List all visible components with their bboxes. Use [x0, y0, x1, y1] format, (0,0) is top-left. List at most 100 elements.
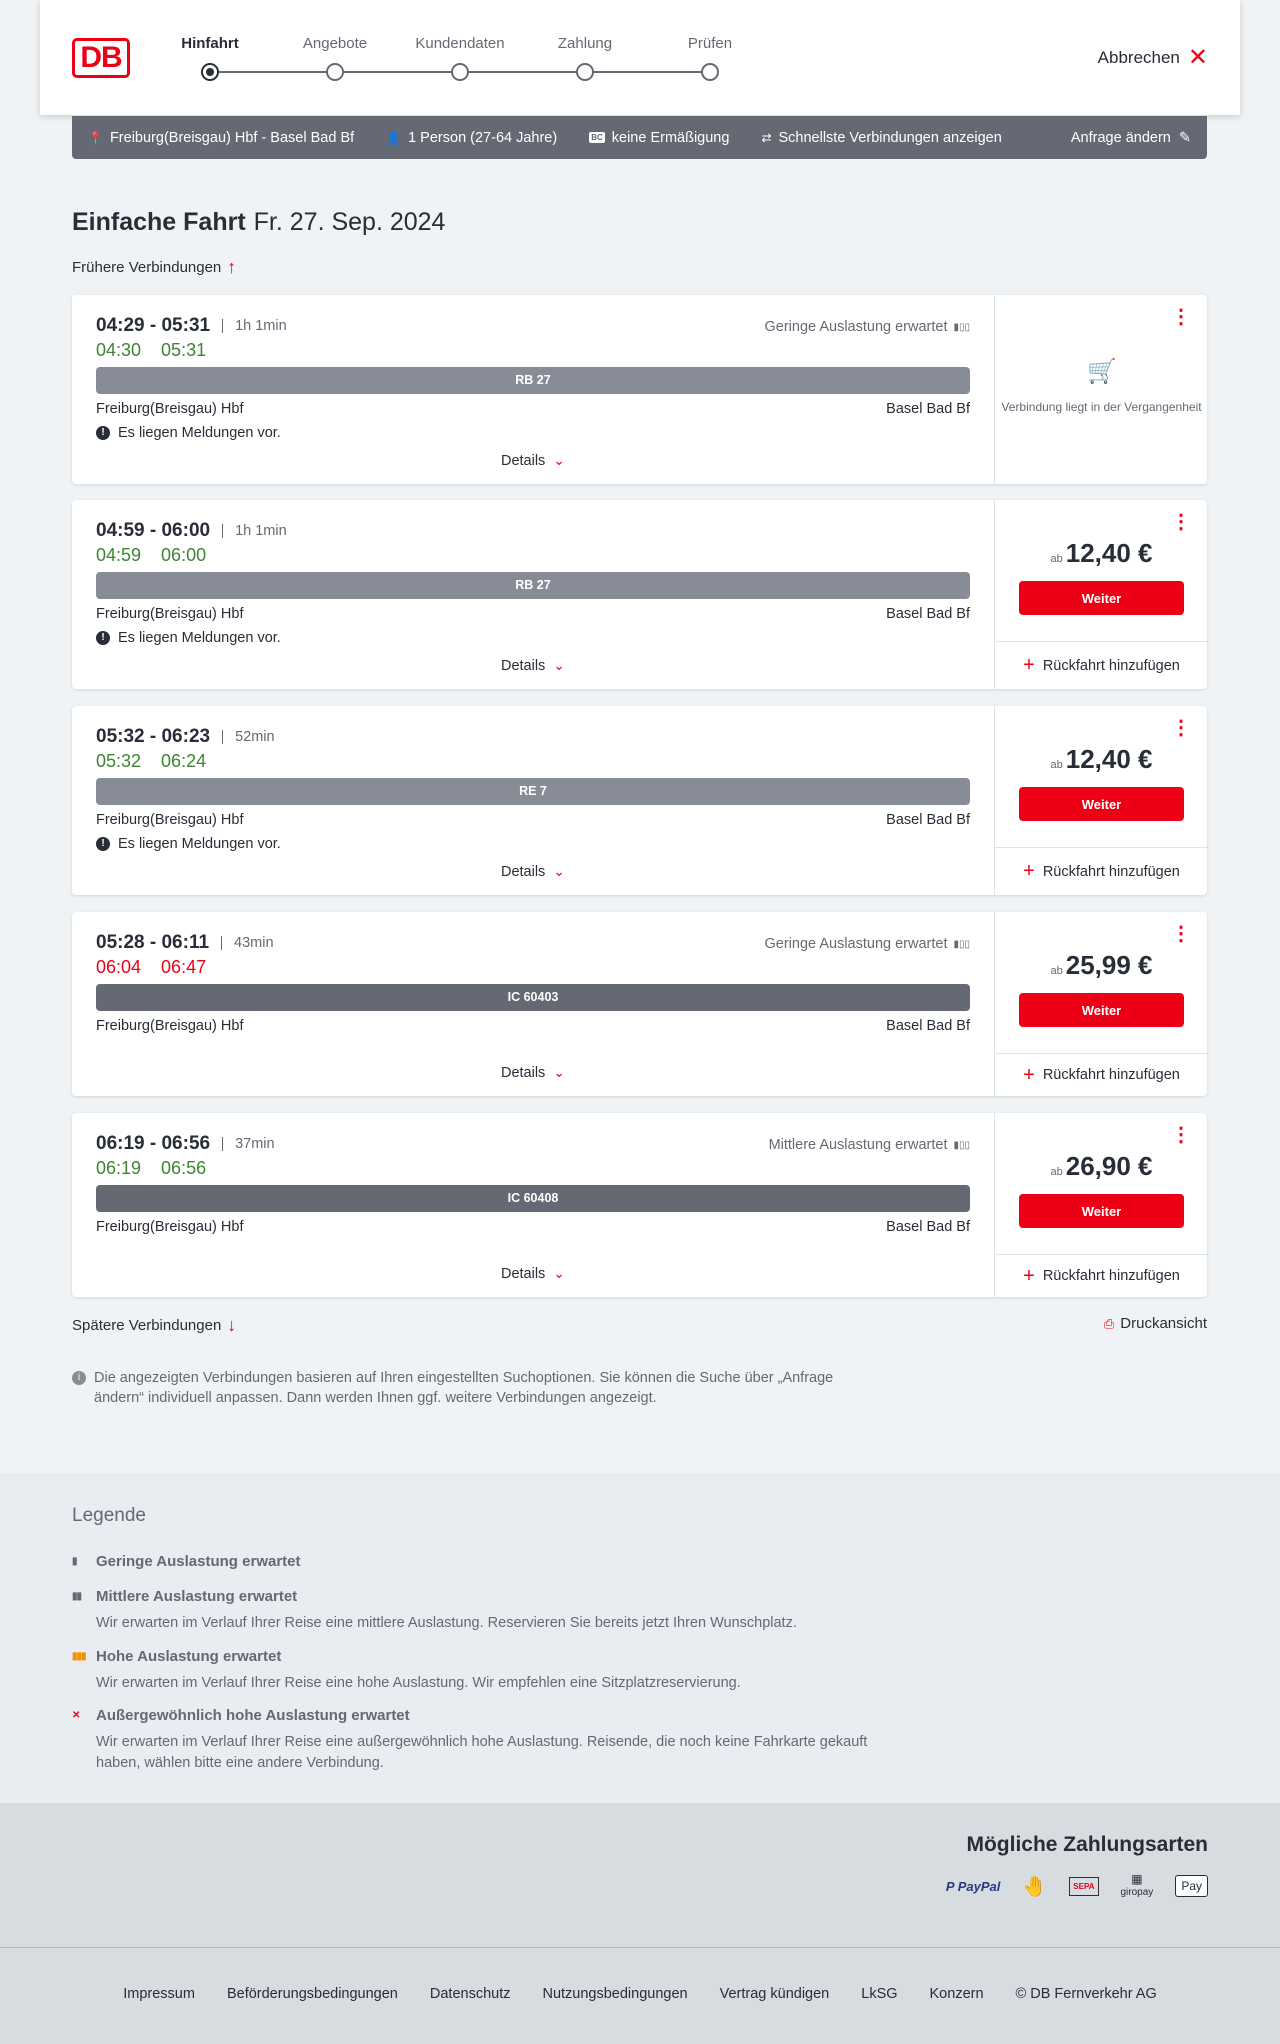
details-toggle[interactable]: Details ⌄	[72, 1265, 994, 1282]
planned-times: 05:28 - 06:11 43min	[96, 932, 274, 954]
legend-item-text: Wir erwarten im Verlauf Ihrer Reise eine…	[96, 1675, 741, 1691]
step-1: Angebote	[302, 35, 368, 52]
train-bar[interactable]: RB 27	[96, 572, 970, 599]
more-options-icon[interactable]: ⋮	[1171, 511, 1191, 533]
cancel-button[interactable]: Abbrechen ✕	[1098, 44, 1208, 71]
later-connections-link[interactable]: Spätere Verbindungen ↓	[72, 1315, 236, 1336]
train-bar[interactable]: RB 27	[96, 367, 970, 394]
realtime-departure: 04:59	[96, 545, 142, 565]
realtime-times: 06:19 06:56	[96, 1158, 206, 1179]
print-view-link[interactable]: ⎙ Druckansicht	[1104, 1315, 1207, 1332]
details-toggle[interactable]: Details ⌄	[72, 452, 994, 469]
page-title: Einfache Fahrt Fr. 27. Sep. 2024	[72, 208, 445, 237]
continue-button[interactable]: Weiter	[1019, 581, 1184, 615]
footer-link[interactable]: Beförderungsbedingungen	[226, 1986, 398, 2002]
times-label: 06:19 - 06:56	[96, 1133, 211, 1154]
message-notice: ! Es liegen Meldungen vor.	[96, 425, 281, 441]
planned-times: 06:19 - 06:56 37min	[96, 1133, 275, 1155]
train-bar[interactable]: IC 60408	[96, 1185, 970, 1212]
db-logo[interactable]: DB	[72, 38, 130, 78]
footer-link[interactable]: Konzern	[929, 1986, 984, 2002]
connection-card: 06:19 - 06:56 37min 06:19 06:56 Mittlere A…	[72, 1113, 1208, 1297]
origin-station: Freiburg(Breisgau) Hbf	[96, 1219, 244, 1235]
realtime-times: 06:04 06:47	[96, 957, 206, 978]
occupancy-icon: ▮▯▯	[953, 1139, 970, 1151]
step-3: Zahlung	[557, 35, 613, 52]
footer-link[interactable]: Vertrag kündigen	[719, 1986, 830, 2002]
route: Freiburg(Breisgau) Hbf - Basel Bad Bf	[109, 129, 355, 146]
earlier-connections-link[interactable]: Frühere Verbindungen ↑	[72, 257, 236, 278]
plus-icon: +	[1023, 1063, 1035, 1086]
times-label: 05:28 - 06:11	[96, 932, 210, 953]
price-value: 12,40 €	[1065, 538, 1153, 568]
message-text: Es liegen Meldungen vor.	[118, 630, 281, 646]
past-connection-note: Verbindung liegt in der Vergangenheit	[1001, 400, 1202, 414]
origin-station: Freiburg(Breisgau) Hbf	[96, 1018, 244, 1034]
add-return-button[interactable]: + Rückfahrt hinzufügen	[995, 1053, 1208, 1096]
discount: keine Ermäßigung	[611, 129, 730, 146]
step-0: Hinfahrt	[181, 35, 239, 52]
price: ab 25,99 €	[995, 950, 1208, 981]
footer-link[interactable]: © DB Fernverkehr AG	[1015, 1986, 1157, 2002]
add-return-button[interactable]: + Rückfahrt hinzufügen	[995, 1254, 1208, 1297]
fastest-option: Schnellste Verbindungen anzeigen	[778, 129, 1002, 146]
origin-station: Freiburg(Breisgau) Hbf	[96, 606, 244, 622]
info-text: Die angezeigten Verbindungen basieren au…	[94, 1370, 834, 1406]
footer-link[interactable]: Nutzungsbedingungen	[542, 1986, 688, 2002]
times-label: 04:29 - 05:31	[96, 315, 211, 336]
realtime-times: 04:59 06:00	[96, 545, 206, 566]
legend-item-title: Hohe Auslastung erwartet	[96, 1648, 282, 1665]
realtime-arrival: 06:24	[161, 751, 207, 771]
bahncard-icon: BC	[589, 132, 605, 143]
header: DB Hinfahrt Angebote Kundendaten Zahlung Prü…	[40, 0, 1240, 115]
legend-item: ✕ Außergewöhnlich hohe Auslastung erwarte…	[72, 1707, 872, 1774]
continue-button[interactable]: Weiter	[1019, 787, 1184, 821]
close-icon: ✕	[1187, 44, 1208, 71]
info-icon: i	[72, 1371, 86, 1385]
details-toggle[interactable]: Details ⌄	[72, 863, 994, 880]
more-options-icon[interactable]: ⋮	[1171, 306, 1191, 328]
details-toggle[interactable]: Details ⌄	[72, 657, 994, 674]
realtime-times: 04:30 05:31	[96, 340, 206, 361]
details-label: Details	[500, 657, 546, 674]
trip-date: Fr. 27. Sep. 2024	[253, 208, 446, 236]
destination-station: Basel Bad Bf	[886, 1219, 970, 1235]
add-return-button[interactable]: + Rückfahrt hinzufügen	[995, 847, 1208, 895]
occupancy-level-icon: ▮▮▮	[72, 1651, 87, 1662]
continue-button[interactable]: Weiter	[1019, 1194, 1184, 1228]
add-return-button[interactable]: + Rückfahrt hinzufügen	[995, 641, 1208, 689]
realtime-arrival: 06:47	[161, 957, 207, 977]
paypal-icon: P PayPal	[945, 1878, 1001, 1894]
step-2: Kundendaten	[415, 35, 505, 52]
planned-times: 04:29 - 05:31 1h 1min	[96, 315, 287, 337]
train-bar[interactable]: RE 7	[96, 778, 970, 805]
footer: Impressum Beförderungsbedingungen Datensch…	[0, 1947, 1280, 2044]
offer-panel: ⋮ ab 25,99 € Weiter + Rückfahrt hinzufügen	[994, 912, 1208, 1096]
persons: 1 Person (27-64 Jahre)	[408, 129, 558, 146]
times-label: 04:59 - 06:00	[96, 520, 211, 541]
offer-panel: ⋮ 🛒 Verbindung liegt in der Vergangenheit	[994, 295, 1207, 484]
edit-search-button[interactable]: Anfrage ändern ✎	[1071, 130, 1191, 146]
more-options-icon[interactable]: ⋮	[1171, 717, 1191, 739]
details-label: Details	[500, 1064, 546, 1081]
more-options-icon[interactable]: ⋮	[1171, 923, 1191, 945]
more-options-icon[interactable]: ⋮	[1171, 1124, 1191, 1146]
plus-icon: +	[1023, 654, 1035, 676]
continue-button[interactable]: Weiter	[1019, 993, 1184, 1027]
person-icon: 👤	[386, 130, 402, 145]
footer-link[interactable]: LkSG	[861, 1986, 898, 2002]
connection-card: 04:59 - 06:00 1h 1min 04:59 06:00 RB 27 Fr…	[72, 500, 1208, 689]
realtime-times: 05:32 06:24	[96, 751, 206, 772]
footer-link[interactable]: Impressum	[123, 1986, 195, 2002]
legend-item: ▮ Geringe Auslastung erwartet	[72, 1553, 872, 1570]
step-4: Prüfen	[687, 35, 733, 52]
train-bar[interactable]: IC 60403	[96, 984, 970, 1011]
offer-panel: ⋮ ab 12,40 € Weiter + Rückfahrt hinzufügen	[994, 500, 1208, 689]
return-label: Rückfahrt hinzufügen	[1042, 1067, 1180, 1083]
connection-card: 05:28 - 06:11 43min 06:04 06:47 Geringe Au…	[72, 912, 1208, 1096]
footer-link[interactable]: Datenschutz	[429, 1986, 511, 2002]
details-toggle[interactable]: Details ⌄	[72, 1064, 994, 1081]
occupancy-info: Mittlere Auslastung erwartet ▮▯▯	[769, 1137, 970, 1153]
legend-item-title: Außergewöhnlich hohe Auslastung erwartet	[96, 1707, 410, 1724]
legend-title: Legende	[72, 1505, 146, 1526]
